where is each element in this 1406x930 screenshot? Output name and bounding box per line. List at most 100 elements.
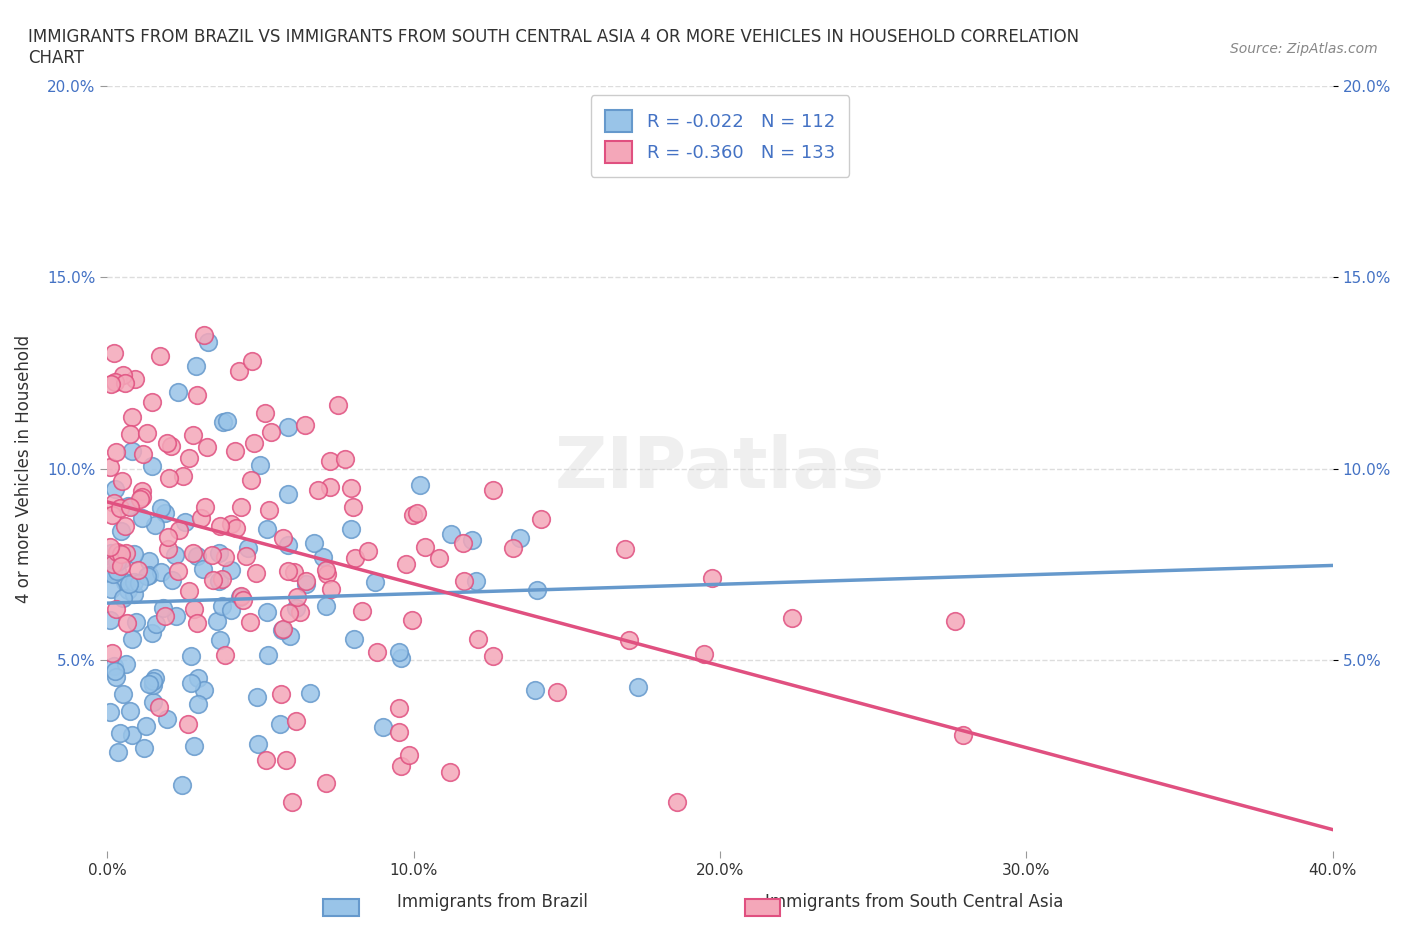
Point [440, 526, 463, 541]
Point [110, 558, 132, 573]
Point [98, 563, 121, 578]
Point [211, 572, 233, 587]
Point [136, 425, 159, 440]
Point [391, 758, 413, 773]
Point [121, 632, 143, 647]
Point [156, 530, 179, 545]
Point [693, 646, 716, 661]
Point [111, 551, 134, 566]
Point [111, 686, 134, 701]
Point [294, 574, 316, 589]
Point [408, 478, 430, 493]
Text: ZIPatlas: ZIPatlas [555, 434, 884, 503]
Point [271, 531, 294, 546]
Point [183, 545, 205, 560]
Point [197, 335, 219, 350]
Point [439, 764, 461, 779]
Point [270, 686, 292, 701]
Point [160, 573, 183, 588]
Point [177, 716, 200, 731]
Text: Source: ZipAtlas.com: Source: ZipAtlas.com [1230, 42, 1378, 56]
Point [700, 570, 723, 585]
Point [157, 471, 180, 485]
Point [665, 794, 688, 809]
Point [238, 540, 260, 555]
Point [239, 472, 262, 487]
Point [186, 549, 208, 564]
Point [156, 711, 179, 726]
Point [167, 523, 190, 538]
Point [388, 644, 411, 659]
Point [143, 518, 166, 533]
Point [253, 405, 276, 420]
Point [315, 567, 337, 582]
Point [110, 523, 132, 538]
Point [105, 670, 128, 684]
Point [943, 614, 966, 629]
Point [180, 648, 202, 663]
Point [335, 451, 357, 466]
Point [281, 794, 304, 809]
Point [112, 367, 135, 382]
Point [103, 658, 125, 673]
Point [326, 397, 349, 412]
Point [135, 719, 157, 734]
Point [208, 518, 231, 533]
Point [211, 599, 233, 614]
Point [405, 506, 427, 521]
Point [271, 621, 294, 636]
Point [117, 499, 139, 514]
Point [225, 521, 247, 536]
Point [141, 394, 163, 409]
Point [127, 563, 149, 578]
Point [145, 617, 167, 631]
Point [546, 684, 568, 699]
Point [460, 533, 482, 548]
Point [167, 384, 190, 399]
Point [120, 500, 142, 515]
Point [118, 703, 141, 718]
Point [451, 535, 474, 550]
Point [221, 516, 243, 531]
Point [174, 514, 197, 529]
Point [121, 727, 143, 742]
Point [141, 625, 163, 640]
Point [101, 556, 124, 571]
Point [131, 489, 153, 504]
Point [429, 551, 451, 565]
Point [388, 700, 411, 715]
Point [288, 604, 311, 619]
Point [276, 753, 298, 768]
Point [105, 554, 128, 569]
Point [343, 631, 366, 646]
Point [125, 615, 148, 630]
Point [100, 581, 122, 596]
Legend: R = -0.022   N = 112, R = -0.360   N = 133: R = -0.022 N = 112, R = -0.360 N = 133 [591, 95, 849, 177]
Point [115, 545, 138, 560]
Point [184, 359, 207, 374]
Point [165, 547, 187, 562]
Point [172, 469, 194, 484]
Point [153, 608, 176, 623]
Point [160, 439, 183, 454]
Point [150, 500, 173, 515]
Point [193, 683, 215, 698]
Point [101, 508, 124, 523]
Point [186, 388, 208, 403]
Point [122, 547, 145, 562]
Point [170, 777, 193, 792]
Point [229, 590, 252, 604]
Point [482, 482, 505, 497]
Point [239, 615, 262, 630]
Point [302, 536, 325, 551]
Point [110, 547, 132, 562]
Point [256, 522, 278, 537]
Point [208, 632, 231, 647]
Point [121, 409, 143, 424]
Point [260, 424, 283, 439]
Point [283, 565, 305, 579]
Point [138, 553, 160, 568]
Point [224, 444, 246, 458]
Point [509, 531, 531, 546]
Point [228, 364, 250, 379]
